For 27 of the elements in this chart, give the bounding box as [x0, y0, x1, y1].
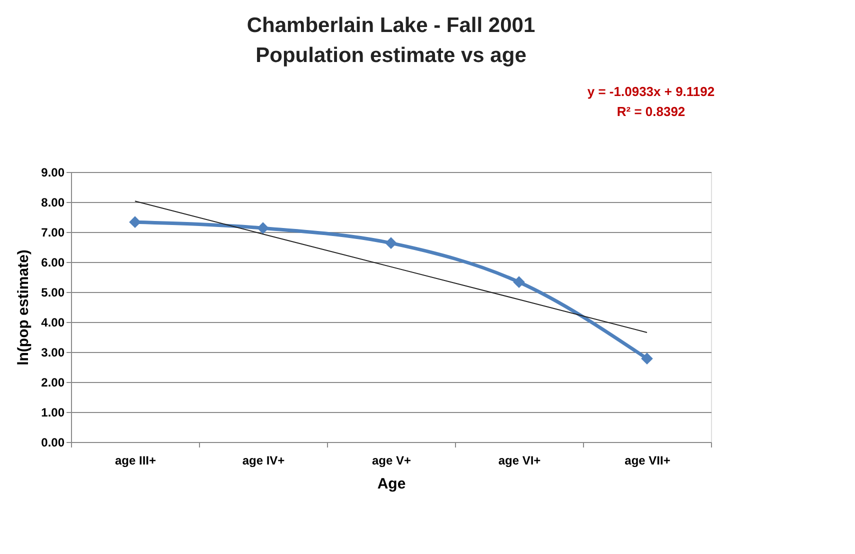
x-tick-label: age VII+ [624, 454, 670, 468]
line-series [134, 200, 648, 333]
text: Chamberlain Lake - Fall 2001 [246, 14, 536, 37]
text: y = -1.0933x + 9.1192 [587, 84, 715, 99]
x-tick-label: age III+ [114, 454, 156, 468]
y-axis-title: ln(pop estimate) [15, 250, 32, 366]
y-tick-label: 8.00 [41, 196, 65, 210]
x-axis-title: Age [377, 476, 406, 492]
point [641, 352, 653, 365]
point [513, 276, 525, 288]
y-tick-label: 9.00 [41, 166, 65, 180]
y-tick-label: 0.00 [41, 436, 65, 450]
y-tick-label: 7.00 [41, 226, 65, 240]
text: Population estimate vs age [256, 44, 526, 67]
y-tick-label: 4.00 [41, 316, 65, 330]
x-tick-label: age VI+ [498, 454, 541, 468]
y-tick-label: 3.00 [41, 346, 65, 360]
point [257, 222, 269, 234]
y-tick-label: 6.00 [41, 256, 65, 270]
point [385, 237, 397, 250]
y-tick-label: 2.00 [41, 376, 65, 390]
x-tick-label: age V+ [372, 454, 412, 468]
x-tick-label: age IV+ [242, 454, 285, 468]
text: R² = 0.8392 [616, 104, 686, 119]
y-tick-label: 1.00 [41, 406, 65, 420]
point [129, 216, 141, 228]
y-tick-label: 5.00 [41, 286, 65, 300]
